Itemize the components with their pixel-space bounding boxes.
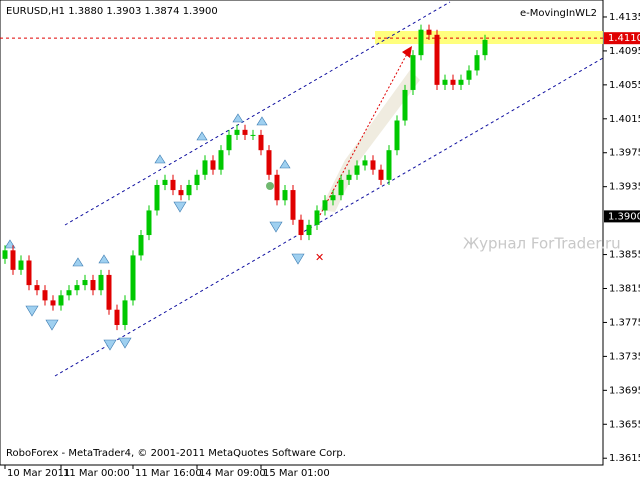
candle-body	[34, 285, 40, 291]
candle-body	[18, 260, 24, 270]
candle-body	[426, 29, 432, 35]
fractals	[4, 113, 305, 351]
candle-body	[226, 134, 232, 151]
candle-body	[386, 150, 392, 180]
candle-body	[338, 179, 344, 196]
candle-body	[242, 129, 248, 135]
y-tick-label: 1.3975	[609, 148, 640, 159]
y-tick-label: 1.3615	[609, 453, 640, 464]
candle-body	[306, 224, 312, 236]
candle-body	[186, 184, 192, 196]
y-tick-label: 1.3855	[609, 250, 640, 261]
candle-body	[266, 150, 272, 175]
candle-body	[178, 190, 184, 196]
forecast-shade	[320, 70, 420, 212]
candle-body	[90, 280, 96, 291]
indicator-name: e-MovingInWL2	[520, 8, 597, 19]
candle-body	[282, 190, 288, 201]
y-tick-label: 1.3695	[609, 385, 640, 396]
level-tag	[604, 32, 640, 45]
candle-body	[138, 235, 144, 256]
candle-body	[322, 200, 328, 211]
candle-body	[354, 165, 360, 175]
candle-body	[98, 274, 104, 291]
cross-mark: ✕	[315, 251, 324, 264]
level-label: 1.4110	[608, 33, 640, 44]
y-tick-label: 1.4095	[609, 46, 640, 57]
candle-body	[170, 179, 176, 191]
level-tag	[604, 210, 640, 223]
candle-body	[58, 295, 64, 306]
x-tick-label: 15 Mar 01:00	[263, 468, 330, 479]
arrow-head	[402, 46, 412, 58]
candle-body	[314, 210, 320, 225]
x-tick-label: 11 Mar 16:00	[135, 468, 202, 479]
candle-body	[194, 174, 200, 185]
watermark: Журнал ForTrader.ru	[463, 235, 621, 253]
candle-body	[466, 70, 472, 80]
candle-body	[66, 290, 72, 296]
candle-body	[274, 174, 280, 201]
channel-line	[64, 1, 451, 226]
candle-body	[418, 29, 424, 56]
candle-body	[434, 34, 440, 85]
candle-body	[106, 274, 112, 310]
candle-body	[122, 300, 128, 325]
candle-body	[26, 260, 32, 286]
forecast-arrow	[319, 51, 409, 216]
y-tick-label: 1.3735	[609, 351, 640, 362]
candle-body	[210, 160, 216, 170]
y-tick-label: 1.3655	[609, 419, 640, 430]
footer: RoboForex - MetaTrader4, © 2001-2011 Met…	[6, 448, 346, 459]
y-tick-label: 1.4135	[609, 12, 640, 23]
candle-body	[482, 39, 488, 56]
candle-body	[130, 255, 136, 301]
candle-body	[74, 285, 80, 291]
candle-body	[202, 160, 208, 175]
x-tick-label: 14 Mar 09:00	[199, 468, 266, 479]
candle-body	[346, 174, 352, 180]
y-tick-label: 1.3775	[609, 317, 640, 328]
candle-body	[250, 134, 256, 136]
signal-dot	[266, 182, 274, 190]
candle-body	[50, 300, 56, 306]
candle-body	[330, 195, 336, 201]
candle-body	[162, 179, 168, 185]
x-tick-label: 10 Mar 2011	[7, 468, 70, 479]
candle-body	[362, 160, 368, 166]
y-tick-label: 1.3935	[609, 182, 640, 193]
candle-body	[234, 129, 240, 135]
candle-body	[218, 150, 224, 170]
candle-body	[2, 250, 8, 259]
candle-body	[378, 169, 384, 180]
candle-body	[42, 290, 48, 301]
y-tick-label: 1.4015	[609, 114, 640, 125]
x-tick-label: 11 Mar 00:00	[63, 468, 130, 479]
chart-title: EURUSD,H1 1.3880 1.3903 1.3874 1.3900	[6, 6, 218, 17]
candle-body	[10, 250, 16, 270]
target-zone	[375, 31, 603, 44]
candle-body	[394, 120, 400, 151]
candle-body	[154, 184, 160, 211]
candle-body	[402, 89, 408, 121]
candle-body	[442, 79, 448, 85]
candle-body	[114, 309, 120, 325]
level-label: 1.3900	[608, 211, 640, 222]
candle-body	[258, 134, 264, 151]
y-tick-label: 1.3815	[609, 284, 640, 295]
candle-body	[290, 190, 296, 220]
candle-body	[298, 219, 304, 236]
candle-body	[146, 210, 152, 236]
y-tick-label: 1.4055	[609, 80, 640, 91]
candle-body	[450, 79, 456, 85]
candle-body	[410, 55, 416, 90]
candle-body	[370, 160, 376, 170]
candle-body	[82, 280, 88, 286]
candle-body	[474, 55, 480, 71]
candle-body	[458, 79, 464, 85]
